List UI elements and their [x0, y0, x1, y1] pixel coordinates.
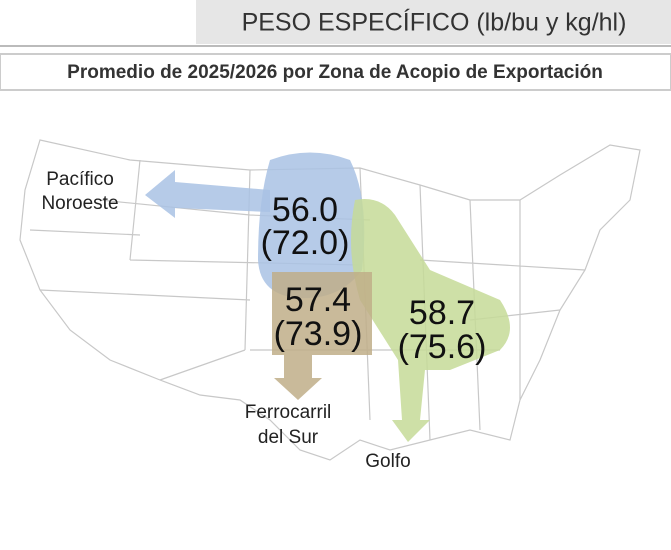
pnw-zone: [258, 152, 365, 299]
pnw-arrow: [145, 170, 270, 218]
header-box: [196, 0, 671, 44]
region-name: Pacífico: [46, 169, 114, 190]
region-name: del Sur: [258, 427, 319, 448]
region-name: Ferrocarril: [245, 402, 332, 423]
header-title: PESO ESPECÍFICO (lb/bu y kg/hl): [242, 8, 627, 37]
region-lb-bu: 58.7: [409, 294, 475, 332]
region-lb-bu: 57.4: [285, 281, 351, 319]
region-name: Noroeste: [41, 193, 118, 214]
subtitle: Promedio de 2025/2026 por Zona de Acopio…: [67, 62, 603, 83]
region-kg-hl: (73.9): [274, 315, 363, 353]
gulf-zone: [351, 199, 510, 442]
region-lb-bu: 56.0: [272, 191, 338, 229]
srail-zone: [272, 272, 372, 400]
region-kg-hl: (75.6): [398, 328, 487, 366]
region-kg-hl: (72.0): [261, 224, 350, 262]
subtitle-box: [0, 53, 671, 91]
region-name: Golfo: [365, 451, 410, 472]
